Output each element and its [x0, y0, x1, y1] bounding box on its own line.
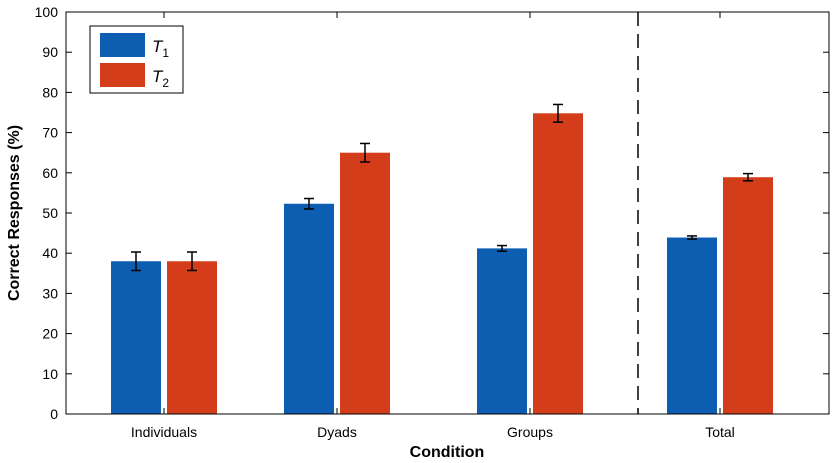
y-tick-label: 90 [42, 44, 58, 60]
legend-swatch-t2 [100, 63, 145, 87]
y-tick-label: 40 [42, 245, 58, 261]
bar-t2-total [723, 177, 773, 414]
bar-t2-dyads [340, 152, 390, 414]
x-tick-label-dyads: Dyads [317, 424, 357, 440]
y-tick-label: 0 [50, 406, 58, 422]
error-bars-layer [131, 103, 753, 272]
bar-t1-total [667, 237, 717, 414]
y-tick-label: 20 [42, 326, 58, 342]
bar-t2-groups [533, 113, 583, 414]
y-tick-label: 70 [42, 125, 58, 141]
y-tick-label: 60 [42, 165, 58, 181]
x-tick-label-individuals: Individuals [131, 424, 197, 440]
y-tick-label: 50 [42, 205, 58, 221]
legend-swatch-t1 [100, 33, 145, 57]
x-tick-label-groups: Groups [507, 424, 553, 440]
bar-t1-groups [477, 248, 527, 414]
bar-t1-dyads [284, 203, 334, 414]
bar-t2-individuals [167, 261, 217, 414]
x-axis-title: Condition [410, 444, 485, 461]
bars-layer [111, 113, 773, 414]
bar-t1-individuals [111, 261, 161, 414]
y-tick-label: 30 [42, 285, 58, 301]
y-tick-label: 10 [42, 366, 58, 382]
legend-label-t1: T1 [152, 37, 169, 60]
x-tick-label-total: Total [705, 424, 735, 440]
x-ticks-layer: Individuals Dyads Groups Total [131, 12, 735, 440]
y-ticks-layer: 0 10 20 30 40 50 60 70 80 90 100 [35, 4, 829, 422]
legend-label-t2: T2 [152, 67, 169, 90]
y-axis-title: Correct Responses (%) [6, 125, 23, 301]
y-tick-label: 80 [42, 84, 58, 100]
y-tick-label: 100 [35, 4, 59, 20]
